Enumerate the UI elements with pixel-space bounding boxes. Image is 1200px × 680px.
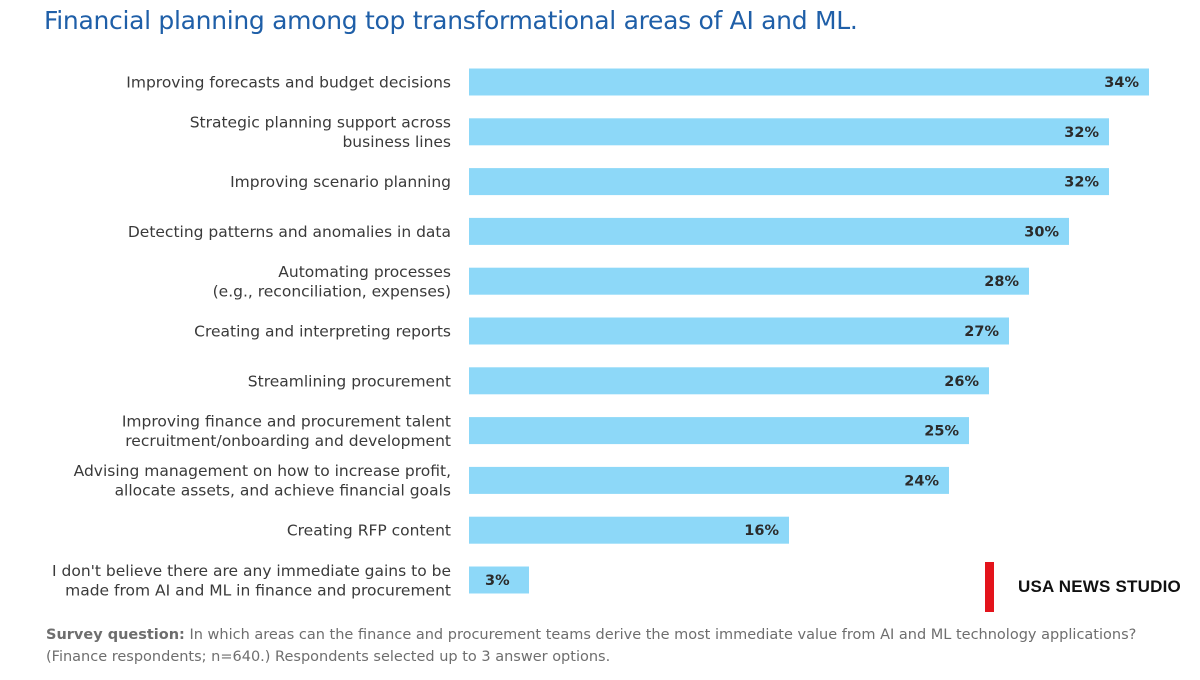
category-label-4: Automating processes (e.g., reconciliatio… xyxy=(213,263,451,301)
bar-1 xyxy=(469,118,1109,146)
bar-2 xyxy=(469,168,1109,196)
watermark: USA NEWS STUDIO xyxy=(985,562,1200,612)
bar-3 xyxy=(469,217,1069,245)
footnote-text: In which areas can the finance and procu… xyxy=(46,627,1137,665)
category-label-10: I don't believe there are any immediate … xyxy=(52,562,451,600)
bar-8 xyxy=(469,466,949,494)
value-label-5: 27% xyxy=(964,324,999,340)
value-label-7: 25% xyxy=(924,424,959,440)
bar-7 xyxy=(469,417,969,445)
value-label-9: 16% xyxy=(744,523,779,539)
survey-footnote: Survey question: In which areas can the … xyxy=(46,624,1176,668)
value-label-3: 30% xyxy=(1024,224,1059,240)
category-label-2: Improving scenario planning xyxy=(230,173,451,191)
category-label-8: Advising management on how to increase p… xyxy=(74,462,451,500)
bar-0 xyxy=(469,68,1149,96)
category-label-0: Improving forecasts and budget decisions xyxy=(126,74,451,92)
value-label-8: 24% xyxy=(904,473,939,489)
value-label-0: 34% xyxy=(1104,75,1139,91)
bar-6 xyxy=(469,367,989,395)
value-label-10: 3% xyxy=(485,573,510,589)
bar-4 xyxy=(469,267,1029,295)
category-label-1: Strategic planning support across busines… xyxy=(190,114,451,152)
bar-chart: 34% Improving forecasts and budget decisi… xyxy=(52,68,1149,600)
bar-10 xyxy=(469,566,529,594)
watermark-text: USA NEWS STUDIO xyxy=(1018,577,1181,596)
chart-title: Financial planning among top transformat… xyxy=(44,6,858,35)
category-label-6: Streamlining procurement xyxy=(248,372,451,390)
category-label-7: Improving finance and procurement talent… xyxy=(122,412,451,450)
footnote-label: Survey question: xyxy=(46,627,185,643)
category-label-3: Detecting patterns and anomalies in data xyxy=(128,223,451,241)
bar-5 xyxy=(469,317,1009,345)
category-label-5: Creating and interpreting reports xyxy=(194,323,451,341)
value-label-4: 28% xyxy=(984,274,1019,290)
watermark-accent-bar xyxy=(985,562,994,612)
category-label-9: Creating RFP content xyxy=(287,522,451,540)
value-label-1: 32% xyxy=(1064,125,1099,141)
value-label-6: 26% xyxy=(944,374,979,390)
value-label-2: 32% xyxy=(1064,175,1099,191)
bar-9 xyxy=(469,516,789,544)
